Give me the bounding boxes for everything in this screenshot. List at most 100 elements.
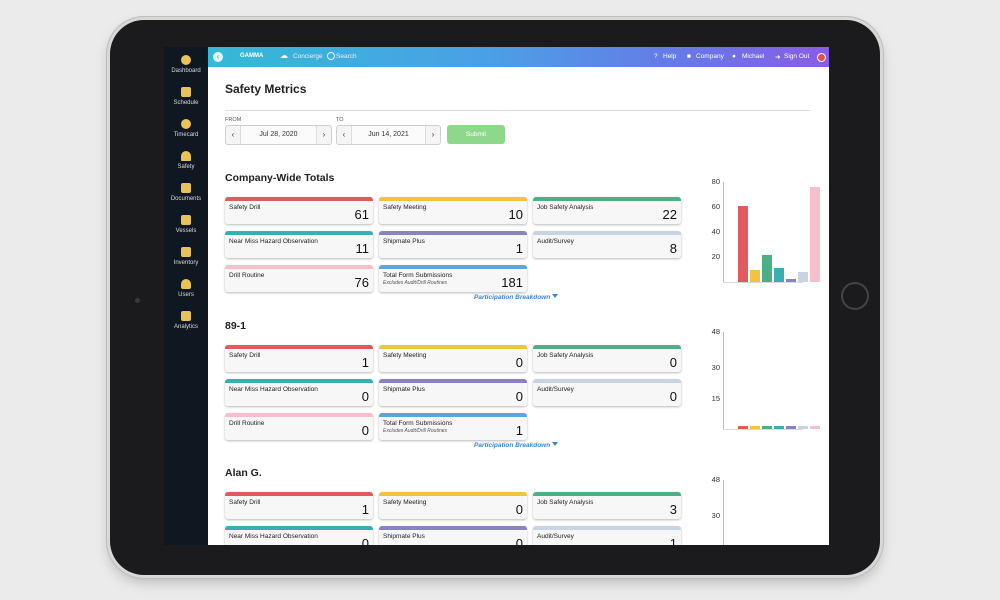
section-bar-chart: 20 40 60 80 — [698, 177, 820, 283]
card-color-bar — [225, 197, 373, 201]
card-value: 76 — [354, 275, 369, 290]
metric-card-job-safety-analysis[interactable]: Job Safety Analysis 0 — [533, 345, 681, 372]
sign-out-icon: ➜ — [775, 54, 781, 61]
card-color-bar — [225, 492, 373, 496]
metric-card-near-miss[interactable]: Near Miss Hazard Observation 11 — [225, 231, 373, 258]
page-title: Safety Metrics — [225, 82, 307, 96]
to-date-value[interactable]: Jun 14, 2021 — [351, 126, 426, 144]
card-value: 0 — [515, 355, 523, 370]
metric-card-drill-routine[interactable]: Drill Routine 76 — [225, 265, 373, 292]
sidebar-item-analytics[interactable]: Analytics — [164, 311, 208, 330]
company-link[interactable]: Company — [696, 53, 724, 60]
card-color-bar — [533, 231, 681, 235]
chart-tick-label: 48 — [711, 475, 720, 484]
card-color-bar — [533, 492, 681, 496]
home-button[interactable] — [841, 282, 869, 310]
metric-card-shipmate-plus[interactable]: Shipmate Plus 1 — [379, 231, 527, 258]
submit-button[interactable]: Submit — [447, 125, 505, 144]
card-value: 1 — [361, 502, 369, 517]
metric-card-audit-survey[interactable]: Audit/Survey 0 — [533, 379, 681, 406]
metric-card-safety-meeting[interactable]: Safety Meeting 10 — [379, 197, 527, 224]
search-link[interactable]: Search — [336, 53, 357, 60]
sidebar-item-vessels[interactable]: Vessels — [164, 215, 208, 234]
metric-card-near-miss[interactable]: Near Miss Hazard Observation 0 — [225, 379, 373, 406]
metric-card-shipmate-plus[interactable]: Shipmate Plus 0 — [379, 379, 527, 406]
card-value: 61 — [354, 207, 369, 222]
card-color-bar — [533, 379, 681, 383]
section-title: Company-Wide Totals — [225, 172, 335, 184]
user-link[interactable]: Michael — [742, 53, 765, 60]
metric-card-safety-meeting[interactable]: Safety Meeting 0 — [379, 345, 527, 372]
participation-breakdown-label: Participation Breakdown — [474, 294, 551, 301]
sidebar-item-documents[interactable]: Documents — [164, 183, 208, 202]
card-label: Audit/Survey — [537, 533, 574, 540]
card-value: 1 — [361, 355, 369, 370]
sidebar-item-inventory[interactable]: Inventory — [164, 247, 208, 266]
card-color-bar — [379, 345, 527, 349]
card-color-bar — [225, 231, 373, 235]
chart-y-axis — [723, 332, 724, 429]
metric-card-safety-drill[interactable]: Safety Drill 1 — [225, 345, 373, 372]
metric-card-drill-routine[interactable]: Drill Routine 0 — [225, 413, 373, 440]
metric-card-job-safety-analysis[interactable]: Job Safety Analysis 22 — [533, 197, 681, 224]
metric-card-total-form[interactable]: Total Form Submissions Excludes Audit/Dri… — [379, 413, 527, 440]
next-date-button[interactable]: › — [322, 130, 326, 139]
metric-card-safety-drill[interactable]: Safety Drill 61 — [225, 197, 373, 224]
help-icon: ? — [654, 53, 658, 60]
metric-card-audit-survey[interactable]: Audit/Survey 8 — [533, 231, 681, 258]
participation-breakdown-link[interactable]: Participation Breakdown — [474, 442, 559, 449]
sign-out-link[interactable]: Sign Out — [784, 53, 810, 60]
from-date-picker: ‹ Jul 28, 2020 › — [225, 125, 332, 145]
card-value: 10 — [508, 207, 523, 222]
card-color-bar — [225, 265, 373, 269]
prev-date-button[interactable]: ‹ — [342, 130, 346, 139]
participation-breakdown-link[interactable]: Participation Breakdown — [474, 294, 559, 301]
chart-bar-audit-survey — [798, 426, 808, 429]
status-indicator[interactable] — [817, 53, 826, 62]
sidebar-item-label: Schedule — [173, 100, 199, 106]
card-label: Job Safety Analysis — [537, 499, 594, 506]
card-label: Total Form Submissions — [383, 420, 453, 427]
next-date-button[interactable]: › — [431, 130, 435, 139]
metric-card-safety-drill[interactable]: Safety Drill 1 — [225, 492, 373, 519]
card-label: Job Safety Analysis — [537, 204, 594, 211]
chart-bar-safety-meeting — [750, 269, 760, 282]
vessel-icon — [181, 215, 191, 225]
metric-card-total-form[interactable]: Total Form Submissions Excludes Audit/Dri… — [379, 265, 527, 292]
metric-card-job-safety-analysis[interactable]: Job Safety Analysis 3 — [533, 492, 681, 519]
metric-card-shipmate-plus[interactable]: Shipmate Plus 0 — [379, 526, 527, 545]
prev-date-button[interactable]: ‹ — [231, 130, 235, 139]
metric-card-near-miss[interactable]: Near Miss Hazard Observation 0 — [225, 526, 373, 545]
brand-name[interactable]: GAMMA — [240, 53, 264, 59]
sidebar-item-label: Documents — [170, 196, 202, 202]
chevron-down-icon — [552, 442, 559, 446]
search-icon — [327, 52, 335, 60]
sidebar-item-users[interactable]: Users — [164, 279, 208, 298]
card-label: Audit/Survey — [537, 238, 574, 245]
divider — [225, 110, 811, 111]
user-icon — [181, 279, 191, 289]
concierge-link[interactable]: Concierge — [293, 53, 323, 60]
help-link[interactable]: Help — [663, 53, 677, 60]
metric-card-safety-meeting[interactable]: Safety Meeting 0 — [379, 492, 527, 519]
card-label: Audit/Survey — [537, 386, 574, 393]
chart-tick-label: 30 — [711, 363, 720, 373]
sidebar-item-safety[interactable]: Safety — [164, 151, 208, 170]
chart-bar-job-safety-analysis — [762, 426, 772, 429]
sidebar-item-dashboard[interactable]: Dashboard — [164, 55, 208, 74]
sidebar-item-label: Timecard — [173, 132, 199, 138]
card-color-bar — [225, 345, 373, 349]
to-label: TO — [336, 117, 344, 123]
section-bar-chart: 30 48 — [698, 475, 808, 545]
back-icon[interactable]: ‹ — [213, 52, 223, 62]
card-color-bar — [225, 379, 373, 383]
sidebar-item-schedule[interactable]: Schedule — [164, 87, 208, 106]
from-label: FROM — [225, 117, 242, 123]
chart-y-axis — [723, 182, 724, 282]
sidebar-item-timecard[interactable]: Timecard — [164, 119, 208, 138]
metric-card-audit-survey[interactable]: Audit/Survey 1 — [533, 526, 681, 545]
from-date-value[interactable]: Jul 28, 2020 — [240, 126, 317, 144]
card-label: Drill Routine — [229, 420, 265, 427]
chevron-down-icon — [552, 294, 559, 298]
card-value: 1 — [669, 536, 677, 545]
